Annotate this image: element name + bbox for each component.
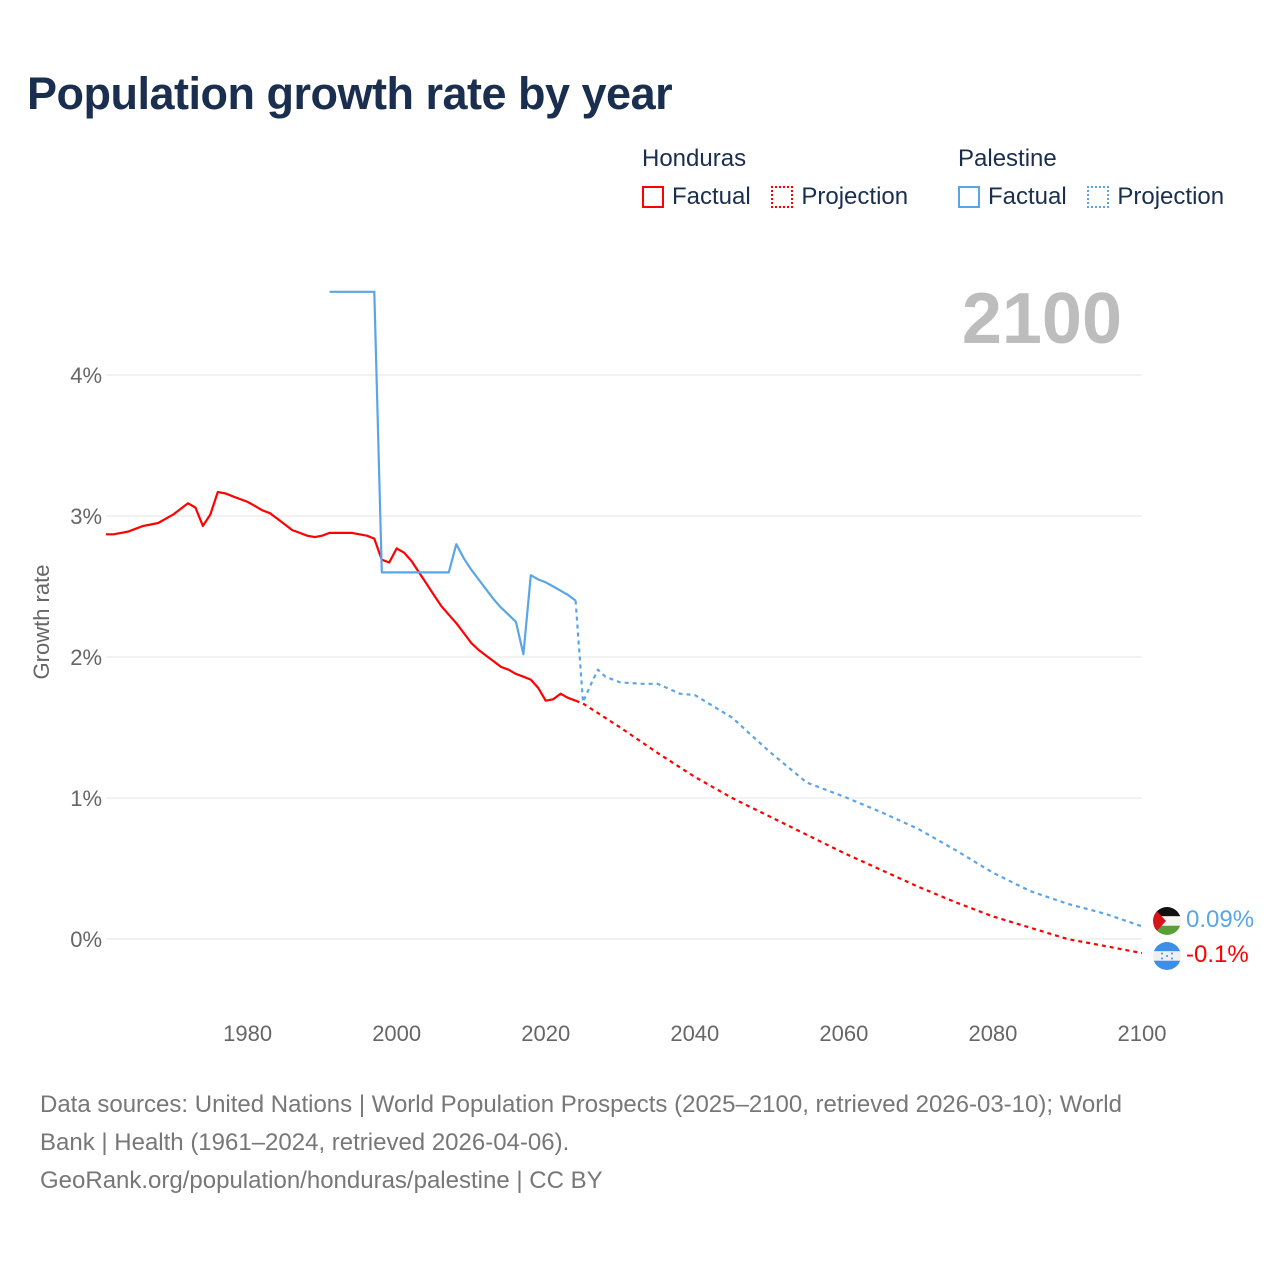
x-tick-label: 2100 [1118,1021,1167,1046]
year-display: 2100 [961,279,1122,359]
y-tick-label: 0% [70,927,102,952]
footer-sources-line2: Bank | Health (1961–2024, retrieved 2026… [40,1129,570,1156]
y-tick-label: 4% [70,363,102,388]
y-tick-label: 1% [70,786,102,811]
legend-group-title: Honduras [642,145,747,172]
legend-honduras-factual[interactable]: Factual [642,183,751,211]
legend-palestine-projection[interactable]: Projection [1087,183,1224,211]
honduras-flag-icon [1153,942,1181,970]
legend-swatch-solid-blue [958,186,980,208]
series-line-palestine-factual [329,290,577,656]
legend-honduras: Honduras Factual Projection [642,145,922,215]
footer-url[interactable]: GeoRank.org/population/honduras/palestin… [40,1167,603,1194]
legend-group-title: Palestine [958,145,1057,172]
legend-label: Projection [801,183,909,210]
chart-title: Population growth rate by year [27,68,673,119]
y-tick-label: 3% [70,504,102,529]
x-tick-label: 2020 [521,1021,570,1046]
series-line-honduras-projection [575,699,1143,955]
footer-sources-line1: Data sources: United Nations | World Pop… [40,1091,1122,1118]
legend-label: Factual [672,183,751,210]
legend-label: Projection [1117,183,1225,210]
palestine-flag-icon [1153,907,1181,935]
legend-honduras-projection[interactable]: Projection [771,183,908,211]
series-line-honduras-factual [106,490,576,702]
end-label-palestine: 0.09% [1186,906,1255,933]
legend-swatch-dotted-red [771,186,794,208]
x-tick-label: 2060 [819,1021,868,1046]
legend-palestine: Palestine Factual Projection [958,145,1224,215]
x-tick-label: 2000 [372,1021,421,1046]
footer: Data sources: United Nations | World Pop… [40,1086,1122,1200]
x-tick-label: 1980 [223,1021,272,1046]
legend-label: Factual [988,183,1067,210]
legend-swatch-solid-red [642,186,664,208]
legend-swatch-dotted-blue [1087,186,1110,208]
y-tick-label: 2% [70,645,102,670]
legend-palestine-factual[interactable]: Factual [958,183,1067,211]
x-tick-label: 2080 [968,1021,1017,1046]
series-line-palestine-projection [574,600,1143,928]
x-tick-label: 2040 [670,1021,719,1046]
end-label-honduras: -0.1% [1186,941,1249,968]
